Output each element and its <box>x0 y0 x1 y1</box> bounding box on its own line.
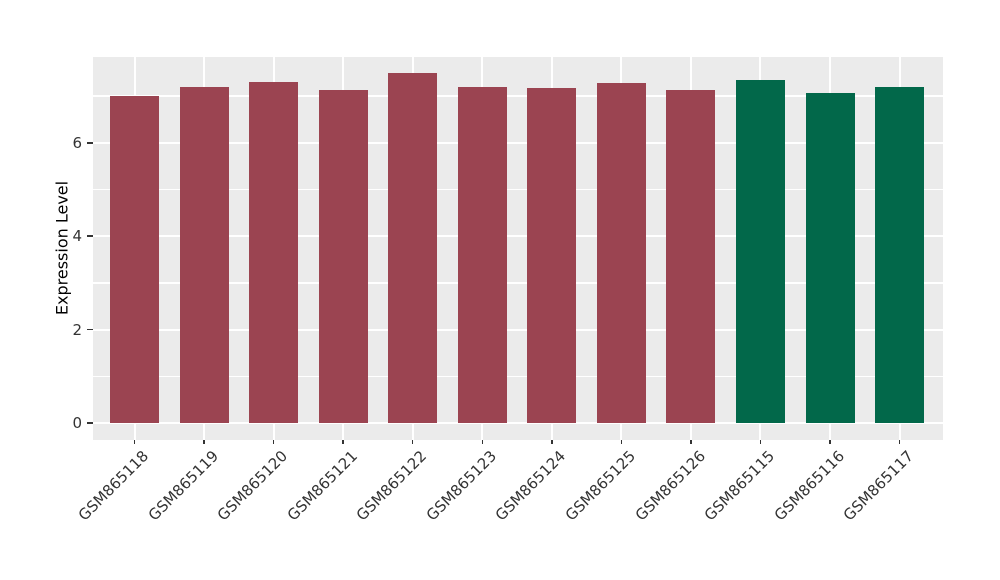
x-tick-label: GSM865119 <box>144 447 222 525</box>
x-tick-label: GSM865125 <box>561 447 640 525</box>
x-tick-label: GSM865123 <box>422 447 500 525</box>
y-axis-title: Expression Level <box>52 180 72 316</box>
x-tick-mark <box>829 440 831 444</box>
bar <box>527 87 577 423</box>
bar <box>179 86 229 423</box>
x-tick-mark <box>690 440 692 444</box>
x-tick-mark <box>411 440 414 444</box>
minor-gridline <box>93 95 943 97</box>
y-tick-label: 0 <box>72 414 82 432</box>
x-tick-mark <box>133 440 136 444</box>
bar <box>388 73 438 423</box>
x-tick-label: GSM865117 <box>839 447 918 525</box>
x-tick-label: GSM865118 <box>74 447 153 525</box>
y-tick-mark <box>87 235 93 237</box>
x-tick-mark <box>898 440 901 444</box>
x-tick-mark <box>203 440 205 444</box>
x-tick-mark <box>272 440 275 444</box>
y-tick-label: 4 <box>72 227 82 246</box>
bar <box>666 90 716 423</box>
minor-gridline <box>93 282 943 284</box>
x-tick-label: GSM865122 <box>353 447 431 525</box>
y-tick-label: 2 <box>72 320 82 339</box>
chart-panel <box>93 57 943 440</box>
bar <box>735 80 785 423</box>
x-tick-mark <box>620 440 623 444</box>
bar <box>457 87 507 423</box>
x-tick-mark <box>342 440 344 444</box>
bar <box>318 90 368 423</box>
x-tick-mark <box>551 440 553 444</box>
x-tick-label: GSM865121 <box>283 447 361 525</box>
major-gridline <box>93 235 943 238</box>
y-tick-mark <box>87 142 93 144</box>
x-tick-label: GSM865120 <box>214 447 292 525</box>
x-tick-label: GSM865126 <box>631 447 709 525</box>
bar <box>596 82 646 423</box>
x-tick-mark <box>481 440 483 444</box>
major-gridline <box>93 422 943 424</box>
y-tick-mark <box>87 328 93 331</box>
major-gridline <box>93 141 943 144</box>
y-tick-label: 6 <box>72 133 82 152</box>
x-tick-label: GSM865116 <box>770 447 848 525</box>
bar <box>875 86 925 423</box>
bar <box>805 92 855 423</box>
x-tick-label: GSM865115 <box>700 447 779 525</box>
major-gridline <box>93 328 943 331</box>
bar <box>110 95 159 423</box>
y-tick-mark <box>87 422 93 424</box>
minor-gridline <box>93 188 943 191</box>
minor-gridline <box>93 375 943 377</box>
bar <box>249 82 299 423</box>
x-tick-mark <box>759 440 762 444</box>
x-tick-label: GSM865124 <box>492 447 570 525</box>
